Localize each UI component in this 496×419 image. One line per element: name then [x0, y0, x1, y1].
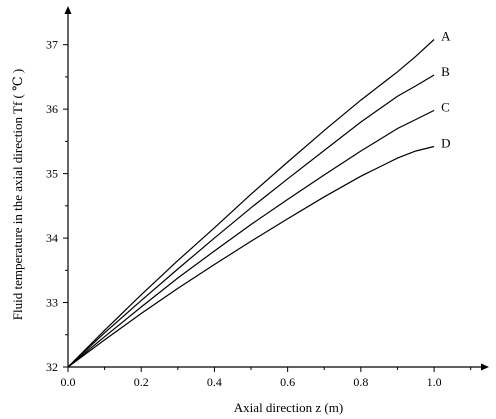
x-tick-label: 0.4	[207, 375, 222, 389]
series-line-c	[67, 109, 435, 368]
series-line-d	[67, 145, 435, 368]
y-tick-label: 37	[46, 38, 58, 52]
series-label-c: C	[441, 99, 450, 114]
x-tick-label: 0.2	[134, 375, 149, 389]
y-tick-label: 33	[46, 296, 58, 310]
series-label-b: B	[441, 64, 450, 79]
x-tick-label: 0.6	[280, 375, 295, 389]
series-label-a: A	[441, 29, 451, 44]
y-tick-label: 32	[46, 360, 58, 374]
series-label-d: D	[441, 136, 450, 151]
y-tick-label: 34	[46, 231, 58, 245]
x-tick-label: 1.0	[427, 375, 442, 389]
x-axis-label: Axial direction z (m)	[234, 400, 343, 415]
x-axis-arrow-icon	[481, 363, 489, 371]
series-line-a	[67, 39, 435, 368]
y-axis-label: Fluid temperature in the axial direction…	[10, 69, 25, 320]
axis-ticks: 0.0 0.2 0.4 0.6 0.8 1.0 32 33 34 35 36 37	[46, 11, 472, 389]
x-tick-label: 0.0	[61, 375, 76, 389]
y-tick-label: 36	[46, 102, 58, 116]
y-tick-label: 35	[46, 167, 58, 181]
series-group: A B C D	[67, 29, 451, 368]
x-tick-label: 0.8	[353, 375, 368, 389]
series-line-b	[67, 74, 435, 368]
